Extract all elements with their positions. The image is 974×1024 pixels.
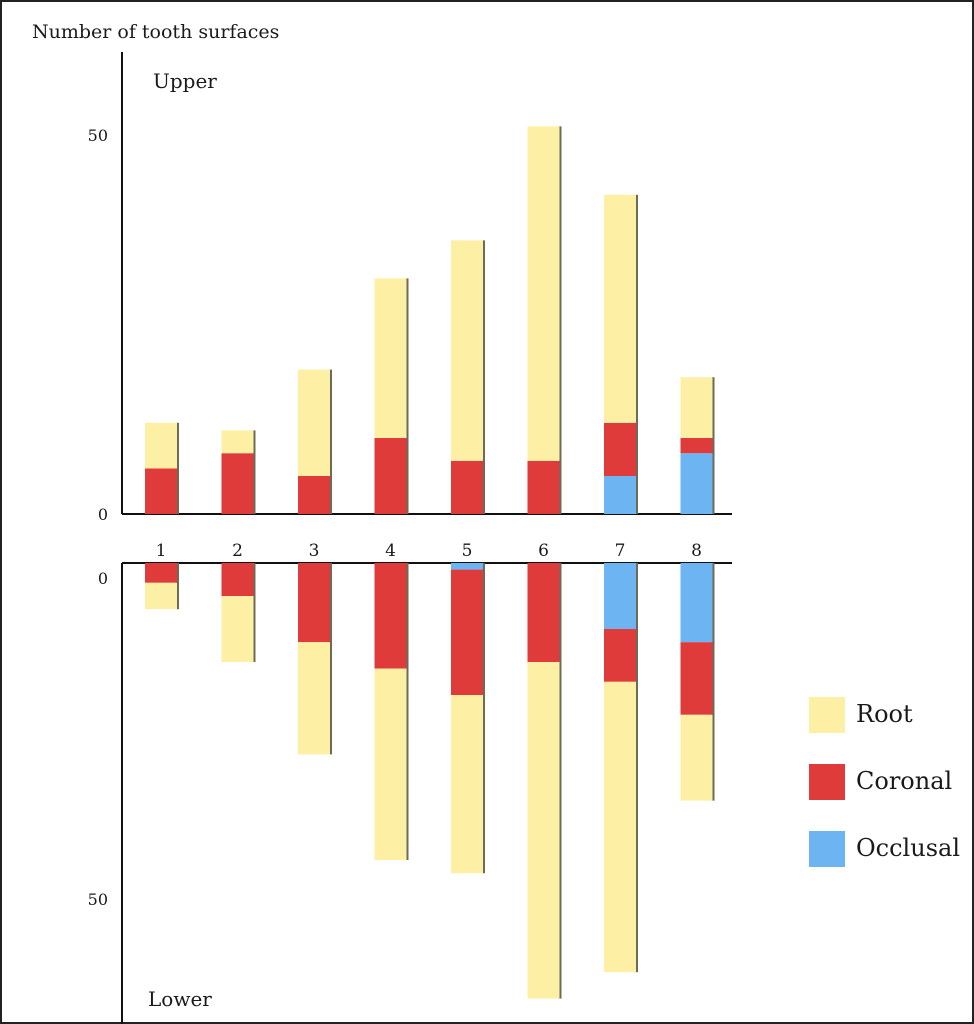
upper-bar-5-coronal: [451, 460, 483, 514]
upper-bar-2-coronal: [221, 453, 254, 514]
lower-bar-5-occlusal: [451, 563, 483, 570]
upper-bar-2-edge: [252, 430, 256, 514]
category-label-4: 4: [385, 541, 396, 561]
upper-bar-1-coronal: [145, 468, 177, 514]
legend-swatch-root: [809, 697, 845, 733]
lower-bar-7-edge: [635, 563, 638, 973]
y-axis-title: Number of tooth surfaces: [32, 21, 279, 43]
lower-bar-7-coronal: [604, 629, 636, 682]
upper-bar-4-root: [374, 278, 407, 438]
lower-bar-3-root: [298, 642, 330, 755]
upper-bar-7-root: [604, 194, 636, 423]
upper-bar-8-edge: [711, 377, 715, 514]
category-label-7: 7: [615, 541, 626, 561]
category-label-6: 6: [538, 541, 549, 561]
lower-jaw-label: Lower: [148, 987, 212, 1011]
lower-bar-8-occlusal: [680, 563, 713, 643]
upper-bar-6-edge: [558, 126, 562, 515]
legend: Root Coronal Occlusal: [809, 697, 960, 867]
lower-bar-8-root: [680, 714, 713, 801]
legend-swatch-occlusal: [809, 831, 845, 867]
lower-bar-5-edge: [482, 563, 485, 874]
lower-bar-7-root: [604, 681, 636, 973]
lower-bar-4-edge: [405, 563, 409, 860]
lower-bar-1-root: [145, 582, 177, 610]
category-label-1: 1: [156, 541, 167, 561]
lower-tick-label-0: 0: [98, 569, 108, 588]
upper-tick-label-50: 50: [88, 126, 108, 145]
upper-bar-6-coronal: [527, 460, 560, 514]
upper-tick-label-0: 0: [98, 505, 108, 524]
lower-bar-6-edge: [558, 563, 562, 999]
upper-bar-7-coronal: [604, 422, 636, 476]
upper-bar-1-root: [145, 422, 177, 469]
lower-bar-2-coronal: [221, 563, 254, 596]
upper-bar-8-root: [680, 377, 713, 438]
upper-bar-6-root: [527, 126, 560, 461]
upper-bar-5-root: [451, 240, 483, 461]
legend-swatch-coronal: [809, 764, 845, 800]
lower-bar-7-occlusal: [604, 563, 636, 629]
upper-bar-4-edge: [405, 278, 409, 514]
category-label-5: 5: [462, 541, 473, 561]
lower-bar-4-coronal: [374, 563, 407, 669]
lower-bar-3-coronal: [298, 563, 330, 643]
lower-bar-2-edge: [252, 563, 256, 662]
upper-bar-8-coronal: [680, 438, 713, 454]
upper-bar-4-coronal: [374, 438, 407, 514]
lower-bar-4-root: [374, 668, 407, 860]
lower-bar-2-root: [221, 596, 254, 662]
category-label-8: 8: [691, 541, 702, 561]
legend-label-coronal: Coronal: [856, 767, 952, 795]
upper-jaw-label: Upper: [153, 69, 217, 93]
category-label-3: 3: [309, 541, 320, 561]
lower-bar-1-edge: [176, 563, 179, 610]
upper-bar-3-edge: [329, 369, 332, 514]
upper-bar-3-coronal: [298, 476, 330, 514]
lower-bar-3-edge: [329, 563, 332, 755]
lower-bar-6-coronal: [527, 563, 560, 662]
upper-bar-7-edge: [635, 194, 638, 515]
upper-bar-2-root: [221, 430, 254, 454]
lower-bar-5-coronal: [451, 569, 483, 695]
lower-bar-8-coronal: [680, 642, 713, 715]
lower-tick-label-50: 50: [88, 890, 108, 909]
legend-label-occlusal: Occlusal: [856, 834, 960, 862]
upper-bar-8-occlusal: [680, 453, 713, 514]
lower-bar-5-root: [451, 695, 483, 874]
lower-bar-1-coronal: [145, 563, 177, 583]
bars: [145, 126, 715, 999]
legend-label-root: Root: [856, 700, 913, 728]
lower-bar-6-root: [527, 662, 560, 999]
upper-bar-3-root: [298, 369, 330, 476]
lower-bar-8-edge: [711, 563, 715, 801]
category-label-2: 2: [232, 541, 243, 561]
upper-bar-5-edge: [482, 240, 485, 514]
upper-bar-7-occlusal: [604, 476, 636, 514]
category-labels: 1 2 3 4 5 6 7 8: [156, 541, 702, 561]
upper-bar-1-edge: [176, 422, 179, 514]
